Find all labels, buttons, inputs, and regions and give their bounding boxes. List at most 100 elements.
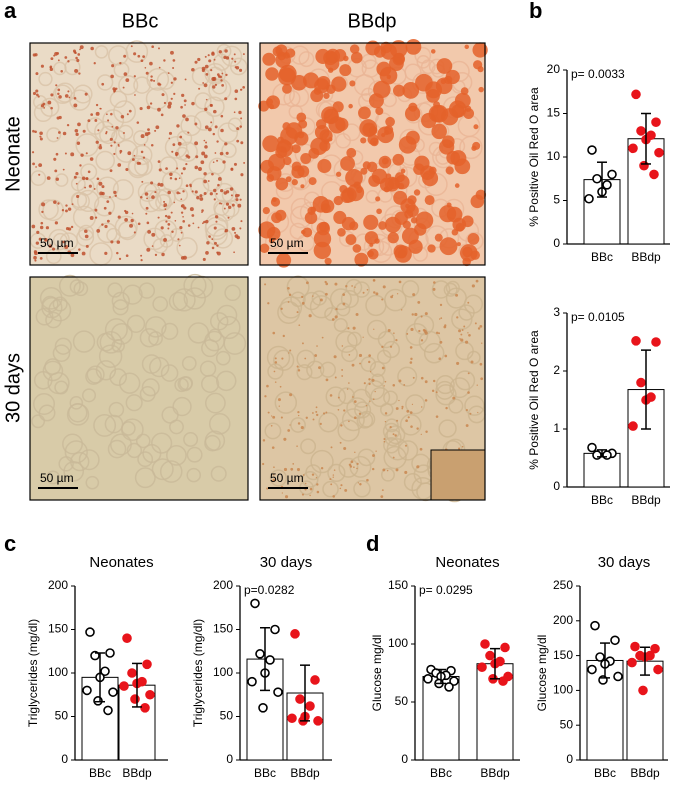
cell (210, 465, 227, 482)
droplet (234, 60, 237, 63)
droplet (460, 338, 464, 342)
droplet (94, 208, 98, 212)
droplet (375, 292, 379, 296)
cell (386, 425, 406, 445)
droplet (432, 379, 436, 383)
droplet (66, 123, 70, 127)
droplet (333, 48, 347, 62)
droplet (381, 298, 384, 301)
droplet (191, 190, 194, 193)
cell (108, 45, 129, 66)
cell (38, 404, 56, 422)
cell (82, 388, 97, 403)
droplet (216, 251, 221, 256)
droplet (205, 98, 208, 101)
cell (146, 68, 170, 91)
droplet (458, 447, 461, 450)
p-value: p= 0.0295 (419, 583, 473, 597)
droplet (349, 44, 360, 54)
cell (111, 339, 125, 353)
cell (47, 372, 70, 395)
droplet (350, 51, 363, 64)
data-point (613, 671, 623, 682)
cell (52, 296, 68, 312)
droplet (405, 130, 420, 145)
droplet (143, 144, 146, 146)
droplet (268, 237, 275, 244)
droplet (75, 132, 79, 137)
droplet (417, 300, 421, 304)
droplet (467, 301, 470, 304)
droplet (444, 354, 448, 358)
droplet (316, 75, 331, 90)
data-point (602, 180, 612, 190)
bar (626, 660, 664, 761)
droplet (35, 93, 39, 97)
data-point (250, 598, 260, 609)
droplet (297, 369, 301, 372)
droplet (291, 179, 298, 186)
data-point (305, 701, 315, 711)
droplet (275, 177, 289, 191)
x-tick-label: BBdp (290, 766, 320, 780)
cell (145, 87, 169, 110)
droplet (180, 211, 184, 214)
droplet (420, 406, 423, 408)
droplet (82, 129, 86, 133)
droplet (305, 281, 309, 285)
droplet (209, 192, 213, 196)
droplet (389, 426, 392, 429)
droplet (373, 328, 375, 330)
cell (139, 190, 162, 213)
droplet (381, 366, 385, 370)
droplet (465, 424, 469, 427)
droplet (207, 127, 212, 132)
droplet (165, 220, 168, 223)
droplet (131, 158, 135, 161)
droplet (461, 215, 474, 228)
droplet (72, 49, 76, 53)
droplet (477, 327, 481, 330)
cell (338, 387, 355, 405)
droplet (157, 107, 161, 112)
droplet (411, 403, 414, 405)
droplet (296, 112, 307, 123)
droplet (393, 190, 408, 205)
cell (384, 418, 399, 433)
cell (386, 438, 409, 461)
droplet (392, 153, 405, 166)
droplet (219, 75, 223, 79)
cell (58, 274, 81, 297)
cell (112, 299, 129, 316)
droplet (124, 209, 127, 213)
droplet (234, 234, 239, 238)
droplet (398, 379, 402, 383)
y-tick-label: 50 (220, 709, 234, 723)
droplet (420, 339, 424, 342)
droplet (368, 360, 371, 364)
droplet (409, 361, 413, 364)
droplet (222, 160, 226, 164)
droplet (49, 67, 53, 72)
droplet (445, 406, 448, 410)
data-point (485, 650, 495, 661)
droplet (324, 280, 327, 284)
droplet (213, 241, 217, 245)
droplet (424, 399, 428, 402)
data-point (310, 675, 320, 685)
droplet (280, 416, 283, 419)
cell (138, 282, 156, 299)
droplet (362, 122, 376, 137)
droplet (76, 58, 80, 63)
droplet (435, 77, 453, 95)
droplet (316, 345, 318, 347)
droplet (61, 209, 65, 212)
droplet (196, 196, 200, 200)
droplet (427, 244, 436, 253)
droplet (401, 405, 404, 408)
droplet (323, 108, 339, 125)
data-point (587, 664, 597, 675)
droplet (274, 357, 277, 360)
droplet (294, 131, 309, 146)
droplet (369, 371, 372, 373)
